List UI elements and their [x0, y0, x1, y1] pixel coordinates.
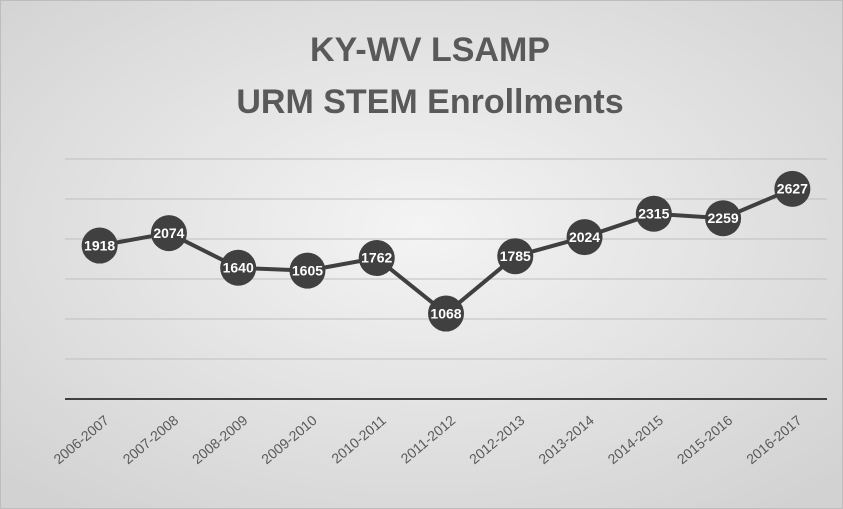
data-point	[150, 215, 187, 252]
data-label: 2074	[153, 225, 184, 241]
data-label: 1785	[500, 248, 531, 264]
data-point	[358, 240, 395, 277]
chart-title: URM STEM Enrollments	[236, 83, 623, 121]
data-point	[566, 219, 603, 256]
data-label: 1605	[292, 262, 323, 278]
data-label: 2315	[638, 206, 669, 222]
data-point	[705, 200, 742, 237]
data-label: 2627	[777, 181, 808, 197]
data-label: 1918	[84, 237, 115, 253]
data-point	[774, 170, 811, 207]
data-label: 1762	[361, 250, 392, 266]
data-point	[428, 295, 464, 332]
data-point	[635, 195, 672, 232]
data-point	[497, 238, 534, 275]
data-point	[289, 252, 326, 289]
data-point	[220, 249, 257, 286]
data-point	[81, 227, 118, 264]
data-label: 2024	[569, 229, 600, 245]
data-label: 1068	[430, 305, 461, 321]
data-label: 2259	[708, 210, 739, 226]
data-label: 1640	[223, 260, 254, 276]
chart-title: KY-WV LSAMP	[310, 31, 550, 69]
